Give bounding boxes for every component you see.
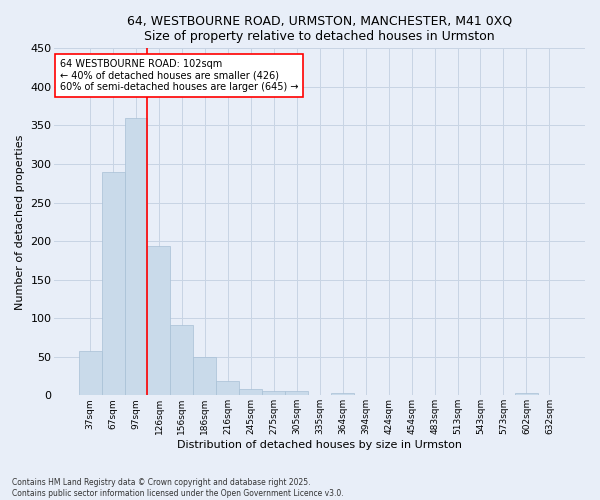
Bar: [125, 118, 148, 396]
Bar: [262, 392, 285, 396]
Bar: [193, 356, 217, 396]
Bar: [515, 393, 538, 396]
Bar: [239, 389, 262, 396]
Y-axis label: Number of detached properties: Number of detached properties: [15, 134, 25, 310]
Title: 64, WESTBOURNE ROAD, URMSTON, MANCHESTER, M41 0XQ
Size of property relative to d: 64, WESTBOURNE ROAD, URMSTON, MANCHESTER…: [127, 15, 512, 43]
Text: 64 WESTBOURNE ROAD: 102sqm
← 40% of detached houses are smaller (426)
60% of sem: 64 WESTBOURNE ROAD: 102sqm ← 40% of deta…: [60, 58, 298, 92]
Text: Contains HM Land Registry data © Crown copyright and database right 2025.
Contai: Contains HM Land Registry data © Crown c…: [12, 478, 344, 498]
Bar: [79, 352, 101, 396]
Bar: [217, 382, 239, 396]
Bar: [148, 246, 170, 396]
Bar: [331, 393, 354, 396]
Bar: [101, 172, 125, 396]
Bar: [170, 325, 193, 396]
X-axis label: Distribution of detached houses by size in Urmston: Distribution of detached houses by size …: [177, 440, 462, 450]
Bar: [285, 392, 308, 396]
